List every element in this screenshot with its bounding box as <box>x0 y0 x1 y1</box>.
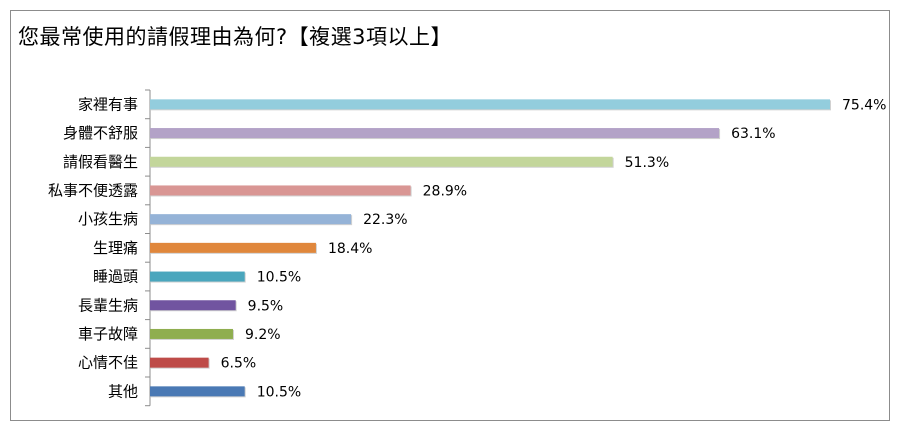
value-label: 51.3% <box>625 155 669 171</box>
category-label: 睡過頭 <box>93 268 138 286</box>
bar <box>150 386 245 397</box>
bar <box>150 242 316 253</box>
value-label: 10.5% <box>257 270 301 286</box>
category-label: 小孩生病 <box>78 210 138 228</box>
value-label: 9.2% <box>245 327 281 343</box>
bar <box>150 271 245 282</box>
bar <box>150 214 352 225</box>
value-label: 28.9% <box>423 183 467 199</box>
category-label: 私事不便透露 <box>48 181 138 199</box>
value-label: 18.4% <box>328 241 372 257</box>
category-label: 其他 <box>108 382 138 400</box>
bar <box>150 300 236 311</box>
value-label: 75.4% <box>842 97 886 113</box>
bar <box>150 99 830 110</box>
category-label: 家裡有事 <box>78 95 138 113</box>
bar <box>150 128 720 139</box>
value-label: 63.1% <box>731 126 775 142</box>
category-label: 請假看醫生 <box>63 153 138 171</box>
category-label: 心情不佳 <box>78 354 138 372</box>
value-label: 6.5% <box>221 356 257 372</box>
category-label: 身體不舒服 <box>63 124 138 142</box>
category-label: 長輩生病 <box>78 296 138 314</box>
bar <box>150 156 613 167</box>
bar <box>150 328 233 339</box>
category-label: 車子故障 <box>78 325 138 343</box>
bar <box>150 185 411 196</box>
chart-title: 您最常使用的請假理由為何?【複選3項以上】 <box>18 25 453 49</box>
category-label: 生理痛 <box>93 239 138 257</box>
bar <box>150 357 209 368</box>
value-label: 22.3% <box>363 212 407 228</box>
value-label: 9.5% <box>248 298 284 314</box>
value-label: 10.5% <box>257 384 301 400</box>
